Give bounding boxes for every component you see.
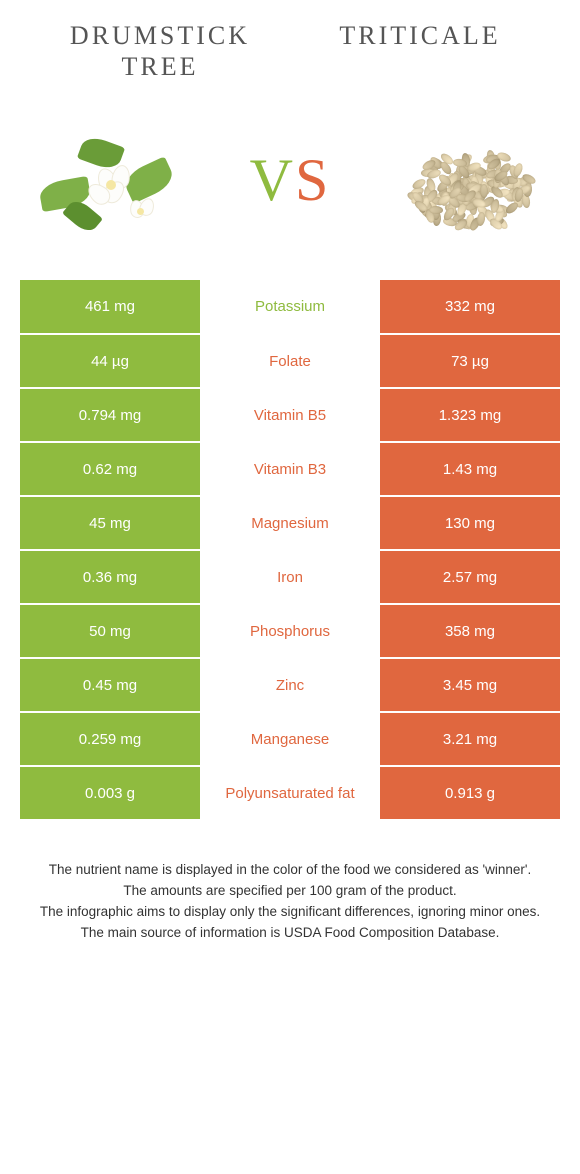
left-value: 50 mg xyxy=(20,604,200,658)
table-row: 0.003 gPolyunsaturated fat0.913 g xyxy=(20,766,560,820)
nutrient-label: Zinc xyxy=(200,658,380,712)
left-value: 0.259 mg xyxy=(20,712,200,766)
left-value: 0.45 mg xyxy=(20,658,200,712)
table-row: 0.259 mgManganese3.21 mg xyxy=(20,712,560,766)
right-value: 1.43 mg xyxy=(380,442,560,496)
table-row: 45 mgMagnesium130 mg xyxy=(20,496,560,550)
left-value: 0.003 g xyxy=(20,766,200,820)
title-left: Drumstick tree xyxy=(30,20,290,82)
right-value: 130 mg xyxy=(380,496,560,550)
right-value: 73 µg xyxy=(380,334,560,388)
drumstick-tree-image xyxy=(30,110,200,250)
right-value: 1.323 mg xyxy=(380,388,560,442)
table-row: 0.45 mgZinc3.45 mg xyxy=(20,658,560,712)
title-right: Triticale xyxy=(290,20,550,51)
nutrient-label: Iron xyxy=(200,550,380,604)
vs-label: VS xyxy=(250,146,331,215)
footnote-line: The infographic aims to display only the… xyxy=(30,903,550,922)
nutrient-label: Vitamin B5 xyxy=(200,388,380,442)
nutrient-label: Phosphorus xyxy=(200,604,380,658)
table-row: 0.794 mgVitamin B51.323 mg xyxy=(20,388,560,442)
nutrient-label: Manganese xyxy=(200,712,380,766)
left-value: 0.794 mg xyxy=(20,388,200,442)
table-row: 461 mgPotassium332 mg xyxy=(20,280,560,334)
right-value: 3.45 mg xyxy=(380,658,560,712)
right-value: 0.913 g xyxy=(380,766,560,820)
right-value: 358 mg xyxy=(380,604,560,658)
table-row: 44 µgFolate73 µg xyxy=(20,334,560,388)
footnote-line: The amounts are specified per 100 gram o… xyxy=(30,882,550,901)
nutrient-label: Polyunsaturated fat xyxy=(200,766,380,820)
left-value: 0.36 mg xyxy=(20,550,200,604)
vs-v: V xyxy=(250,147,295,213)
nutrient-label: Vitamin B3 xyxy=(200,442,380,496)
left-value: 461 mg xyxy=(20,280,200,334)
right-value: 2.57 mg xyxy=(380,550,560,604)
table-row: 50 mgPhosphorus358 mg xyxy=(20,604,560,658)
triticale-image xyxy=(380,110,550,250)
left-value: 44 µg xyxy=(20,334,200,388)
footnote-line: The main source of information is USDA F… xyxy=(30,924,550,943)
footnote-line: The nutrient name is displayed in the co… xyxy=(30,861,550,880)
table-row: 0.62 mgVitamin B31.43 mg xyxy=(20,442,560,496)
footnotes: The nutrient name is displayed in the co… xyxy=(30,861,550,943)
table-row: 0.36 mgIron2.57 mg xyxy=(20,550,560,604)
nutrient-label: Magnesium xyxy=(200,496,380,550)
left-value: 0.62 mg xyxy=(20,442,200,496)
nutrient-label: Folate xyxy=(200,334,380,388)
nutrient-table: 461 mgPotassium332 mg44 µgFolate73 µg0.7… xyxy=(20,280,560,821)
left-value: 45 mg xyxy=(20,496,200,550)
vs-s: S xyxy=(295,147,330,213)
right-value: 332 mg xyxy=(380,280,560,334)
right-value: 3.21 mg xyxy=(380,712,560,766)
nutrient-label: Potassium xyxy=(200,280,380,334)
